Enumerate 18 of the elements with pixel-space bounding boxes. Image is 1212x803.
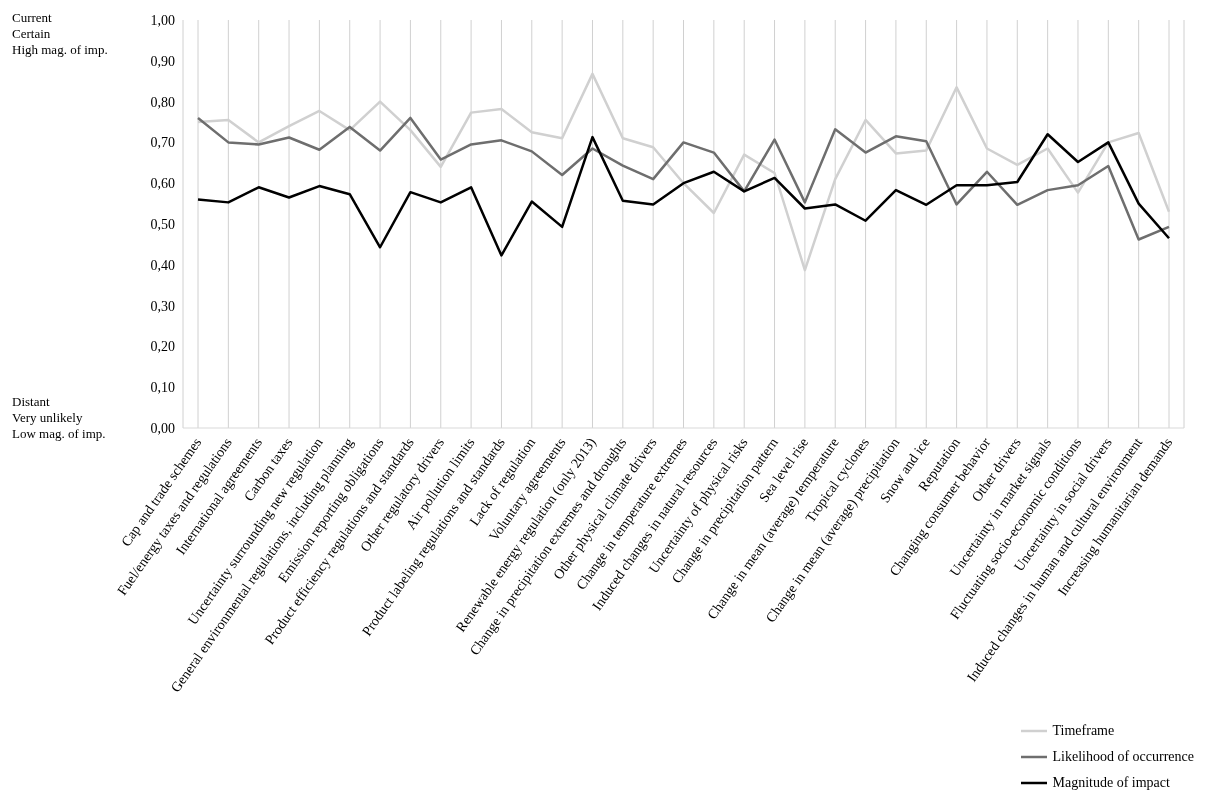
line-series: [196, 116, 1171, 241]
text: Current Certain High mag. of imp.: [12, 10, 108, 58]
y-tick-label: 0,30: [150, 298, 175, 314]
y-tick-label: 0,00: [150, 420, 175, 436]
y-tick-label: 0,50: [150, 216, 175, 232]
line-series: [196, 132, 1171, 257]
y-tick-label: 1,00: [150, 12, 175, 28]
y-tick-label: 0,80: [150, 94, 175, 110]
y-tick-label: 0,60: [150, 176, 175, 192]
y-tick-label: 0,20: [150, 339, 175, 355]
y-tick-label: 0,70: [150, 135, 175, 151]
legend-label: Likelihood of occurrence: [1052, 749, 1194, 765]
text: Distant Very unlikely Low mag. of imp.: [12, 394, 106, 442]
legend-label: Magnitude of impact: [1052, 775, 1170, 791]
y-tick-label: 0,40: [150, 257, 175, 273]
legend-label: Timeframe: [1052, 723, 1115, 739]
y-tick-label: 0,10: [150, 380, 175, 396]
y-tick-label: 0,90: [150, 53, 175, 69]
